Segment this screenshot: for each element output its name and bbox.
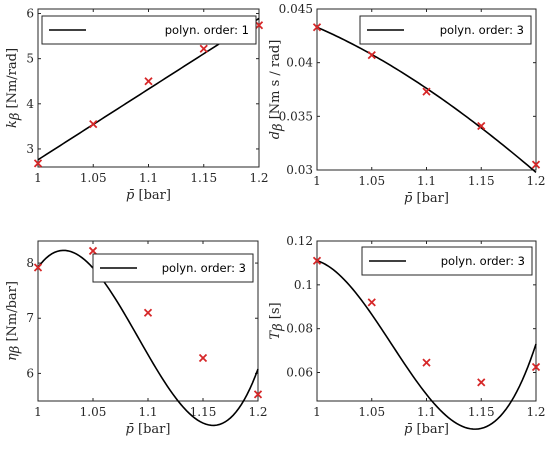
data-point — [422, 358, 431, 367]
data-point — [367, 51, 376, 60]
data-point — [477, 121, 486, 131]
data-point — [422, 87, 431, 96]
x-tick-label: 1.05 — [80, 405, 107, 419]
y-axis-label: Tβ [s] — [268, 302, 286, 339]
x-tick-label: 1.2 — [249, 171, 268, 185]
x-tick-label: 1.1 — [138, 405, 157, 419]
y-tick-label: 5 — [26, 52, 34, 66]
data-point — [198, 353, 208, 363]
x-tick-label: 1.1 — [417, 174, 436, 188]
x-tick-label: 1.05 — [358, 174, 385, 188]
y-tick-label: 0.035 — [279, 109, 313, 123]
data-point — [254, 21, 264, 30]
x-tick-label: 1 — [34, 171, 42, 185]
y-tick-label: 3 — [26, 142, 34, 156]
legend: polyn. order: 1 — [41, 15, 257, 45]
data-point — [312, 23, 322, 32]
legend-label: polyn. order: 3 — [441, 254, 525, 268]
y-tick-label: 0.1 — [294, 278, 313, 292]
x-tick-label: 1.2 — [526, 174, 545, 188]
x-axis-label: p̄ [bar] — [126, 188, 171, 203]
y-axis-label: ηβ [Nm/bar] — [5, 281, 23, 361]
x-tick-label: 1.2 — [526, 405, 545, 419]
x-tick-label: 1.05 — [80, 171, 107, 185]
x-axis-label: p̄ [bar] — [126, 422, 171, 437]
x-tick-label: 1.1 — [417, 405, 436, 419]
data-point — [367, 298, 376, 307]
legend: polyn. order: 3 — [359, 15, 532, 45]
data-point — [88, 246, 98, 256]
y-tick-label: 0.08 — [286, 322, 313, 336]
x-axis-label: p̄ [bar] — [404, 422, 449, 437]
y-axis-label: dβ [Nm s / rad] — [268, 40, 286, 140]
y-tick-label: 6 — [26, 366, 34, 380]
x-tick-label: 1 — [313, 174, 321, 188]
y-tick-label: 0.045 — [279, 2, 313, 16]
data-point — [144, 77, 153, 86]
x-tick-label: 1.15 — [190, 405, 217, 419]
x-tick-label: 1.05 — [358, 405, 385, 419]
y-tick-label: 0.04 — [286, 56, 313, 70]
legend-label: polyn. order: 3 — [440, 23, 524, 37]
legend: polyn. order: 3 — [361, 246, 533, 276]
y-tick-label: 7 — [26, 311, 34, 325]
data-point — [531, 362, 541, 372]
y-tick-label: 0.03 — [286, 163, 313, 177]
legend-label: polyn. order: 1 — [165, 23, 249, 37]
y-axis-label: kβ [Nm/rad] — [5, 48, 23, 128]
legend: polyn. order: 3 — [92, 253, 254, 283]
data-point — [312, 256, 322, 265]
data-point — [531, 160, 541, 169]
y-tick-label: 8 — [26, 256, 34, 270]
data-point — [477, 378, 486, 387]
fit-line — [316, 259, 537, 430]
y-tick-label: 0.06 — [286, 366, 313, 380]
x-tick-label: 1 — [313, 405, 321, 419]
chart-4: 1 1.05 1.1 1.15 1.2 0.06 0.08 0.1 0.12 p̄ [bar] Tβ… — [268, 234, 546, 437]
y-tick-label: 4 — [26, 97, 34, 111]
x-tick-label: 1 — [34, 405, 42, 419]
y-tick-label: 0.12 — [286, 234, 313, 248]
x-axis-label: p̄ [bar] — [404, 191, 449, 206]
chart-3: 1 1.05 1.1 1.15 1.2 6 7 8 p̄ [bar] ηβ [Nm/bar] pol… — [5, 240, 268, 437]
x-tick-label: 1.15 — [190, 171, 217, 185]
fit-line — [37, 249, 259, 427]
y-tick-label: 6 — [26, 7, 34, 21]
x-tick-label: 1.2 — [248, 405, 267, 419]
fit-line — [316, 26, 537, 173]
data-point — [253, 390, 263, 399]
chart-2: 1 1.05 1.1 1.15 1.2 0.03 0.035 0.04 0.045 p̄ [bar… — [268, 2, 546, 206]
data-point — [33, 159, 43, 168]
data-point — [143, 308, 153, 317]
x-tick-label: 1.15 — [468, 405, 495, 419]
chart-1: 1 1.05 1.1 1.15 1.2 3 4 5 6 p̄ [bar] kβ [Nm/rad] po… — [5, 7, 269, 203]
x-tick-label: 1.15 — [468, 174, 495, 188]
data-point — [89, 119, 98, 129]
data-point — [33, 263, 43, 272]
x-tick-label: 1.1 — [139, 171, 158, 185]
legend-label: polyn. order: 3 — [162, 261, 246, 275]
data-point — [199, 44, 208, 53]
